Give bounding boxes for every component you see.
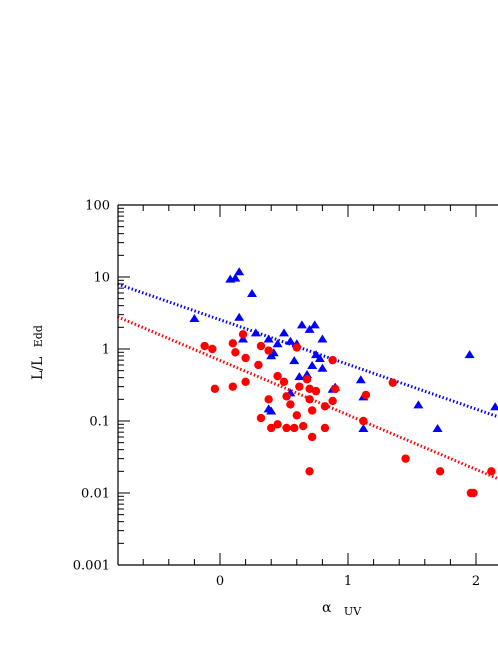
point-circle: [210, 384, 220, 394]
point-circle: [241, 377, 250, 387]
point-circle: [292, 343, 301, 352]
point-triangle: [263, 334, 274, 343]
point-triangle: [234, 267, 245, 276]
data-points: [189, 267, 498, 498]
point-triangle: [490, 402, 498, 411]
point-circle: [328, 396, 337, 406]
point-circle: [487, 467, 496, 476]
point-circle: [228, 382, 237, 391]
point-circle: [208, 344, 217, 354]
point-triangle: [285, 336, 296, 345]
point-triangle: [250, 328, 261, 337]
y-tick-label: 10: [93, 271, 110, 286]
point-circle: [311, 386, 321, 396]
point-circle: [305, 384, 314, 394]
point-circle: [320, 402, 330, 411]
x-axis-title: α UV: [322, 600, 362, 618]
point-circle: [256, 413, 266, 423]
point-circle: [307, 432, 317, 442]
point-circle: [264, 395, 273, 404]
point-triangle: [294, 372, 305, 381]
point-triangle: [272, 339, 283, 348]
point-triangle: [464, 350, 475, 359]
y-tick-label: 100: [85, 199, 110, 214]
point-circle: [388, 378, 397, 387]
point-triangle: [413, 400, 424, 409]
x-tick-label: 1: [344, 574, 352, 589]
x-axis-title-main: α: [322, 600, 332, 616]
point-circle: [282, 423, 291, 433]
point-circle: [299, 421, 308, 431]
point-triangle: [314, 353, 325, 362]
y-tick-label: 0.001: [73, 559, 110, 574]
point-triangle: [296, 320, 307, 329]
point-triangle: [289, 356, 300, 365]
point-triangle: [317, 363, 328, 372]
fit-line-0: [117, 282, 498, 419]
point-circle: [305, 467, 314, 476]
point-circle: [273, 420, 282, 429]
point-triangle: [309, 320, 320, 329]
point-triangle: [317, 334, 328, 343]
point-circle: [305, 395, 314, 404]
point-triangle: [230, 273, 241, 282]
point-triangle: [189, 313, 200, 322]
point-circle: [435, 467, 445, 476]
ticks: [118, 204, 477, 566]
point-circle: [256, 341, 266, 351]
point-circle: [228, 339, 237, 348]
point-circle: [273, 371, 282, 381]
point-circle: [231, 348, 240, 357]
point-circle: [359, 416, 368, 426]
point-triangle: [279, 328, 289, 337]
point-triangle: [234, 312, 245, 321]
point-circle: [302, 375, 312, 384]
y-tick-label: 1: [102, 343, 110, 358]
axes: [117, 204, 498, 566]
y-tick-label: 0.01: [81, 487, 110, 502]
point-triangle: [304, 324, 315, 333]
point-circle: [290, 423, 299, 433]
x-tick-label: 2: [472, 574, 480, 589]
point-circle: [361, 390, 371, 400]
y-tick-label: 0.1: [89, 415, 110, 430]
y-axis-title-sub: Edd: [32, 325, 45, 347]
point-circle: [241, 353, 250, 363]
point-triangle: [358, 423, 369, 432]
point-triangle: [266, 351, 277, 360]
y-axis-title-main: L/L: [30, 357, 46, 380]
point-circle: [282, 392, 291, 401]
point-circle: [292, 411, 301, 420]
point-circle: [328, 355, 337, 365]
point-circle: [238, 330, 248, 339]
point-circle: [469, 488, 478, 498]
tick-labels: 100 10 1 0.1 0.01 0.001 0 1 2: [73, 199, 480, 590]
point-triangle: [307, 360, 318, 369]
point-circle: [200, 341, 209, 351]
y-axis-title: L/L Edd: [30, 325, 46, 380]
point-circle: [254, 360, 263, 370]
point-triangle: [311, 350, 321, 359]
point-triangle: [266, 406, 277, 415]
point-circle: [307, 406, 317, 415]
x-tick-label: 0: [216, 574, 224, 589]
point-circle: [286, 400, 295, 409]
point-circle: [264, 346, 273, 355]
point-circle: [279, 377, 289, 387]
point-triangle: [355, 375, 366, 384]
point-circle: [331, 384, 340, 394]
point-circle: [267, 423, 276, 433]
x-axis-title-sub: UV: [344, 605, 362, 618]
point-circle: [401, 454, 410, 463]
point-circle: [320, 423, 330, 433]
point-triangle: [432, 423, 443, 432]
point-circle: [295, 382, 304, 391]
point-triangle: [247, 288, 257, 297]
